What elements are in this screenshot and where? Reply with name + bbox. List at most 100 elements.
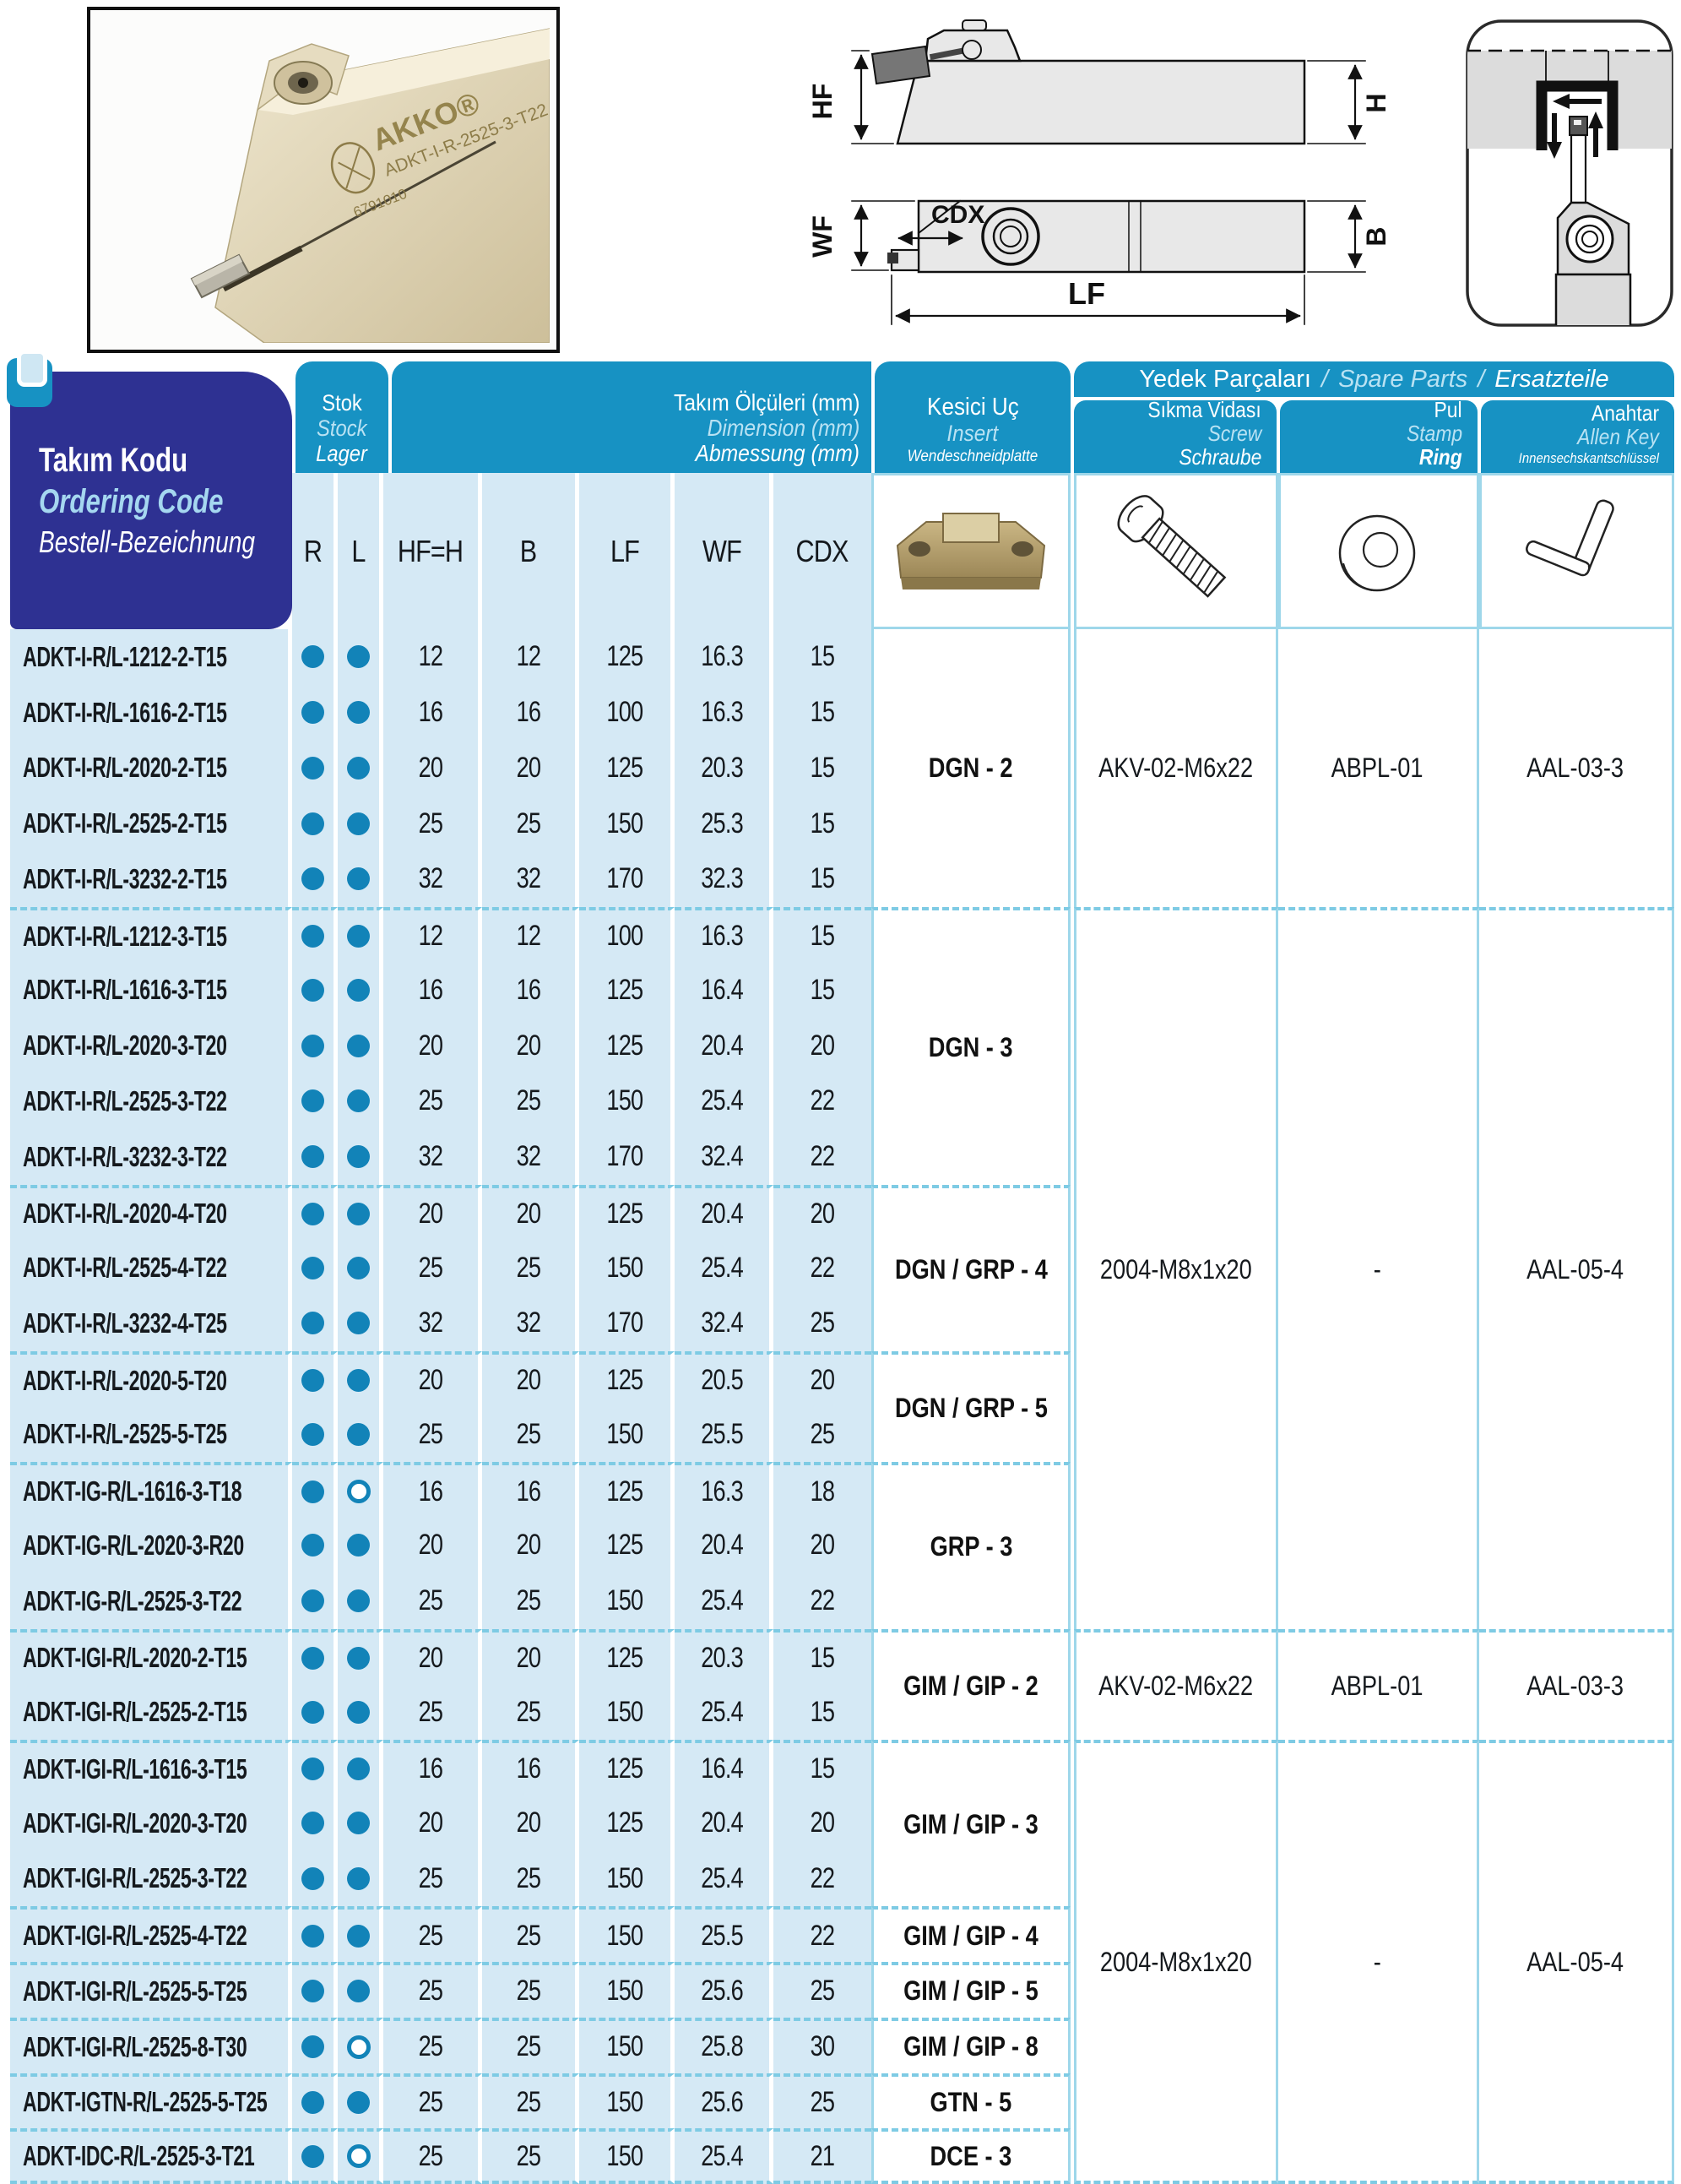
dim-cell-hfh: 20 (383, 1518, 482, 1573)
ring-header: Pul Stamp Ring (1280, 398, 1478, 473)
stock-cell-r (292, 1906, 338, 1962)
stock-cell-l (338, 2128, 383, 2184)
allen-key-image-cell (1479, 473, 1674, 629)
stock-dot-filled (347, 978, 370, 1002)
dim-cell-lf: 125 (579, 629, 675, 685)
stock-cell-l (338, 1684, 383, 1740)
stock-header: Stok Stock Lager (296, 361, 388, 473)
stock-dot-filled (301, 1034, 324, 1057)
dim-cell-lf: 170 (579, 1128, 675, 1185)
separator: / (1321, 365, 1329, 393)
stock-dot-filled (301, 978, 324, 1002)
insert-photo-cell (871, 473, 1071, 629)
code-cell: ADKT-I-R/L-3232-2-T15 (10, 851, 292, 907)
stock-title-tr: Stok (322, 390, 362, 416)
dim-cell-wf: 25.4 (675, 1684, 773, 1740)
code-cell: ADKT-I-R/L-2525-2-T15 (10, 796, 292, 851)
dim-cell-hfh: 25 (383, 796, 482, 851)
spare-title-tr: Yedek Parçaları (1139, 365, 1311, 393)
dim-cell-lf: 150 (579, 2017, 675, 2073)
code-cell: ADKT-IGI-R/L-1616-3-T15 (10, 1740, 292, 1796)
dim-cell-hfh: 16 (383, 1462, 482, 1518)
stock-cell-r (292, 1795, 338, 1851)
screw-image-cell (1074, 473, 1278, 629)
stock-title-en: Stock (317, 416, 367, 441)
stock-dot-filled (347, 1369, 370, 1393)
dim-cell-wf: 20.3 (675, 1628, 773, 1685)
stock-cell-r (292, 1128, 338, 1185)
dim-cell-hfh: 25 (383, 1684, 482, 1740)
stock-dot-filled (301, 2144, 324, 2168)
insert-side-view (870, 45, 931, 85)
dim-cell-hfh: 25 (383, 2128, 482, 2184)
dim-cell-cdx: 15 (773, 740, 871, 796)
table-body: ADKT-I-R/L-1212-2-T15 12 12 125 16.3 15 ADKT-I… (10, 629, 1674, 2184)
dim-cell-lf: 150 (579, 1240, 675, 1296)
code-cell: ADKT-I-R/L-2525-4-T22 (10, 1240, 292, 1296)
column-head-lf: LF (579, 473, 675, 629)
dim-cell-b: 20 (482, 740, 579, 796)
dim-cell-wf: 25.4 (675, 1073, 773, 1129)
stock-cell-r (292, 1962, 338, 2018)
insert-cell: DGN / GRP - 4 (871, 1184, 1071, 1351)
stock-dot-filled (301, 2090, 324, 2114)
dim-cell-b: 16 (482, 962, 579, 1019)
stock-cell-l (338, 1184, 383, 1241)
code-cell: ADKT-I-R/L-2020-4-T20 (10, 1184, 292, 1241)
dim-cell-b: 16 (482, 1740, 579, 1796)
stock-cell-r (292, 1184, 338, 1241)
dim-cell-cdx: 15 (773, 1628, 871, 1685)
screw-icon (1117, 495, 1227, 598)
spare-key-cell: AAL-03-3 (1479, 629, 1674, 907)
dim-cell-wf: 25.6 (675, 2073, 773, 2129)
column-head-wf: WF (675, 473, 773, 629)
dim-cell-hfh: 12 (383, 629, 482, 685)
dim-cell-hfh: 20 (383, 1018, 482, 1073)
dim-cell-cdx: 25 (773, 1406, 871, 1463)
dimensions-header: Takım Ölçüleri (mm) Dimension (mm) Abmes… (392, 361, 871, 473)
dim-cell-hfh: 20 (383, 1350, 482, 1407)
stock-dot-filled (347, 701, 370, 725)
stock-dot-filled (301, 2035, 324, 2059)
insert-header: Kesici Uç Insert Wendeschneidplatte (875, 361, 1071, 473)
dim-cell-lf: 100 (579, 906, 675, 963)
stock-dot-filled (301, 1312, 324, 1335)
code-cell: ADKT-IG-R/L-2020-3-R20 (10, 1518, 292, 1573)
stock-dot-filled (347, 1202, 370, 1225)
ordering-title-de: Bestell-Bezeichnung (39, 524, 255, 559)
dim-cell-b: 25 (482, 1073, 579, 1129)
stock-dot-filled (347, 925, 370, 948)
insert-cell: GRP - 3 (871, 1462, 1071, 1629)
dim-cell-hfh: 25 (383, 1573, 482, 1629)
stock-cell-l (338, 629, 383, 685)
code-cell: ADKT-IG-R/L-1616-3-T18 (10, 1462, 292, 1518)
dim-cell-wf: 25.4 (675, 1850, 773, 1907)
ring-title-en: Stamp (1406, 421, 1462, 446)
insert-cell: DCE - 3 (871, 2128, 1071, 2184)
stock-cell-r (292, 962, 338, 1019)
code-cell: ADKT-I-R/L-3232-3-T22 (10, 1128, 292, 1185)
dim-cell-hfh: 25 (383, 1906, 482, 1962)
dim-cell-wf: 25.5 (675, 1406, 773, 1463)
ring-image-cell (1278, 473, 1479, 629)
stock-dot-filled (347, 1089, 370, 1113)
dim-cell-lf: 150 (579, 2073, 675, 2129)
stock-dot-filled (301, 1980, 324, 2003)
stock-dot-filled (347, 867, 370, 891)
dim-cell-wf: 25.4 (675, 2128, 773, 2184)
dim-cell-lf: 125 (579, 1350, 675, 1407)
dim-cell-hfh: 25 (383, 1240, 482, 1296)
stock-title-de: Lager (316, 441, 368, 466)
column-head-l: L (338, 473, 383, 629)
code-cell: ADKT-I-R/L-2020-3-T20 (10, 1018, 292, 1073)
stock-dot-filled (347, 756, 370, 780)
stock-cell-l (338, 1350, 383, 1407)
stock-dot-filled (301, 1758, 324, 1781)
spare-screw-cell: 2004-M8x1x20 (1074, 906, 1278, 1629)
code-cell: ADKT-IGI-R/L-2020-3-T20 (10, 1795, 292, 1851)
ring-title-de: Ring (1419, 444, 1462, 470)
dimensions-title-de: Abmessung (mm) (695, 440, 859, 466)
insert-cell: GIM / GIP - 8 (871, 2017, 1071, 2073)
dim-cell-lf: 125 (579, 1184, 675, 1241)
code-cell: ADKT-I-R/L-3232-4-T25 (10, 1296, 292, 1351)
